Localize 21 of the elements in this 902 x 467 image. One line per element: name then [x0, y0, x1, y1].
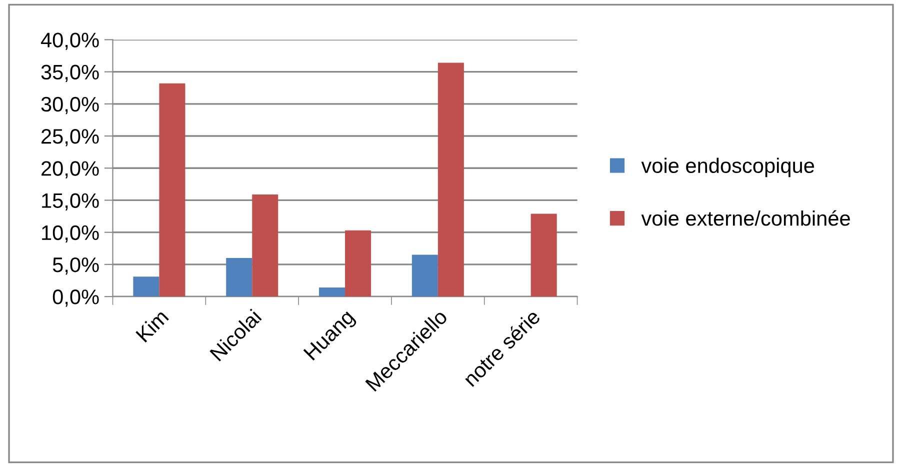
bar [438, 62, 464, 297]
bar [412, 254, 438, 297]
y-tick-label: 5,0% [52, 257, 99, 275]
x-tick-label: Kim [135, 308, 169, 342]
bar [319, 288, 346, 297]
y-tick-label: 35,0% [41, 64, 99, 82]
y-tick-label: 20,0% [42, 161, 99, 178]
y-tick-label: 40,0% [40, 32, 99, 50]
bar [252, 194, 278, 297]
bar [530, 214, 557, 297]
y-tick-label: 15,0% [42, 193, 99, 210]
bar [133, 276, 160, 297]
legend-label: voie externe/combinée [641, 210, 850, 226]
y-tick-label: 0,0% [52, 290, 99, 307]
legend-label: voie endoscopique [641, 158, 814, 178]
y-tick-label: 25,0% [42, 129, 99, 146]
y-tick-label: 10,0% [42, 225, 99, 243]
y-tick-label: 30,0% [41, 96, 99, 114]
bar [345, 230, 372, 297]
bar [226, 258, 252, 297]
bar [159, 83, 186, 297]
